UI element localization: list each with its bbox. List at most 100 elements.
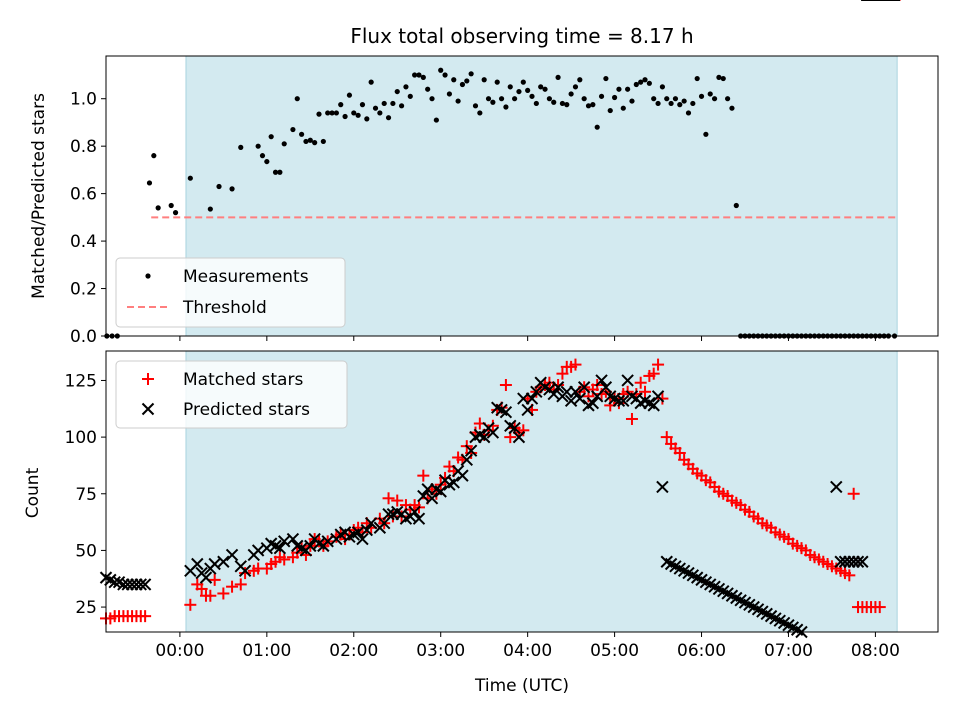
- measurement-point: [651, 96, 657, 102]
- x-stroke: [447, 476, 460, 489]
- legend-measurements-marker: [145, 273, 151, 279]
- legend-threshold-label: Threshold: [182, 298, 267, 318]
- x-stroke: [251, 544, 265, 557]
- measurement-point: [485, 96, 492, 102]
- measurement-point: [281, 141, 287, 147]
- chart-title: Flux total observing time = 8.17 h: [350, 24, 693, 48]
- x-stroke: [304, 539, 317, 553]
- predicted-star-point: [621, 374, 634, 387]
- measurement-point: [355, 112, 361, 118]
- matched-star-point: [556, 367, 569, 380]
- measurement-point: [698, 93, 705, 99]
- measurement-point: [694, 75, 700, 82]
- measurement-point: [551, 99, 557, 105]
- top-legend-box: [115, 257, 346, 328]
- x-stroke: [625, 390, 639, 403]
- measurement-point: [616, 86, 622, 92]
- predicted-star-point: [512, 430, 526, 444]
- bottom-legend: Matched stars Predicted stars: [115, 360, 348, 429]
- predicted-star-point: [577, 381, 591, 394]
- x-stroke: [264, 537, 278, 550]
- x-tick-label: 03:00: [416, 641, 465, 661]
- matched-star-point: [226, 580, 239, 593]
- measurement-point: [299, 131, 305, 137]
- matched-star-point: [660, 431, 673, 444]
- x-stroke: [499, 405, 513, 419]
- x-tick-label: 04:00: [503, 641, 552, 661]
- predicted-star-point: [460, 453, 474, 466]
- x-stroke: [756, 605, 769, 618]
- x-stroke: [764, 609, 778, 623]
- x-stroke: [621, 374, 634, 387]
- measurement-point: [464, 78, 470, 84]
- predicted-star-point: [364, 517, 378, 530]
- x-stroke: [312, 537, 326, 550]
- y-tick-label: 125: [65, 371, 97, 391]
- matched-star-point: [499, 378, 512, 391]
- matched-star-point: [391, 494, 404, 507]
- measurement-point: [585, 103, 592, 109]
- x-stroke: [351, 526, 365, 539]
- x-stroke: [682, 566, 695, 580]
- measurement-point: [603, 75, 609, 82]
- predicted-star-point: [273, 541, 287, 555]
- x-stroke: [504, 419, 517, 432]
- measurement-point: [368, 79, 374, 85]
- matched-star-point: [517, 424, 530, 437]
- measurement-point: [620, 105, 626, 111]
- x-stroke: [595, 374, 608, 387]
- measurement-point: [685, 110, 692, 116]
- measurement-point: [438, 67, 444, 73]
- y-tick-label: 50: [75, 541, 97, 561]
- measurement-point: [446, 91, 453, 97]
- measurement-point: [720, 75, 726, 82]
- matched-star-point: [184, 598, 197, 611]
- measurement-point: [690, 100, 696, 107]
- top-legend: Measurements Threshold: [115, 257, 346, 328]
- predicted-star-point: [456, 469, 469, 482]
- measurement-point: [477, 110, 483, 116]
- y-tick-label: 0.2: [70, 280, 97, 300]
- x-tick-label: 08:00: [851, 641, 900, 661]
- y-tick-label: 0.6: [70, 185, 97, 205]
- x-stroke: [217, 555, 230, 568]
- predicted-star-point: [595, 374, 608, 387]
- x-stroke: [712, 582, 726, 596]
- x-stroke: [525, 392, 539, 405]
- measurement-point: [607, 107, 613, 114]
- matched-star-point: [382, 492, 395, 505]
- matched-star-point: [234, 578, 247, 591]
- x-stroke: [564, 394, 578, 408]
- x-stroke: [134, 578, 147, 591]
- x-stroke: [647, 399, 660, 412]
- y-tick-label: 75: [75, 485, 97, 505]
- measurement-point: [451, 77, 457, 83]
- legend-predicted-label: Predicted stars: [183, 400, 310, 420]
- x-stroke: [425, 492, 439, 505]
- x-stroke: [656, 480, 669, 494]
- x-stroke: [717, 585, 730, 598]
- bottom-y-axis-label: Count: [23, 467, 43, 518]
- matched-star-point: [278, 553, 291, 566]
- measurement-point: [520, 79, 526, 85]
- matched-star-point: [486, 419, 499, 432]
- x-stroke: [291, 539, 304, 553]
- x-stroke: [573, 392, 587, 405]
- x-stroke: [473, 428, 487, 442]
- x-stroke: [577, 381, 591, 394]
- y-tick-label: 25: [75, 598, 97, 618]
- measurement-point: [633, 81, 639, 88]
- measurement-point: [672, 96, 679, 102]
- measurement-point: [538, 84, 544, 90]
- measurement-point: [703, 131, 709, 137]
- measurement-point: [533, 100, 539, 107]
- x-stroke: [551, 381, 565, 394]
- legend-matched-marker: [142, 373, 154, 385]
- top-panel: 0.0 0.2 0.4 0.6 0.8 1.0 Matched/Predicted sta…: [29, 55, 939, 347]
- x-stroke: [669, 560, 682, 573]
- predicted-star-point: [647, 399, 660, 412]
- predicted-star-point: [447, 476, 460, 489]
- measurement-point: [364, 116, 370, 122]
- x-stroke: [738, 596, 752, 609]
- top-x-tickmarks: [179, 336, 876, 341]
